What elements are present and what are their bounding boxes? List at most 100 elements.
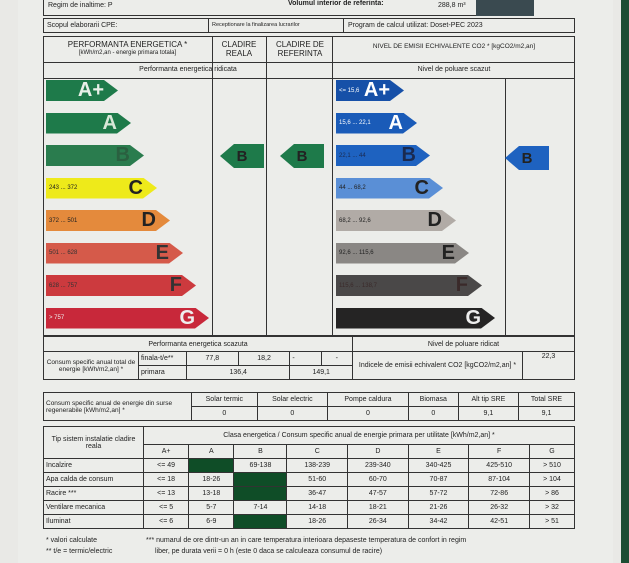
sre-header: Total SRE [517, 392, 576, 407]
emisii-label: Indicele de emisii echivalent CO2 [kgCO2… [352, 351, 523, 380]
class-cell: 26-32 [468, 500, 530, 515]
system-name: Ventilare mecanica [43, 500, 144, 515]
class-cell: <= 13 [142, 486, 190, 501]
scale-section [43, 36, 575, 336]
sre-header: Biomasa [407, 392, 459, 407]
perf-header: PERFORMANTA ENERGETICA * [67, 40, 188, 49]
program-text: Program de calcul utilizat: Doset-PEC 20… [348, 22, 483, 29]
class-cell: 13-18 [188, 486, 235, 501]
divider [505, 78, 506, 336]
system-name: Racire *** [43, 486, 144, 501]
scale-range: 372 ... 501 [49, 217, 78, 224]
building-photo [476, 0, 534, 16]
scale-letter: A+ [77, 79, 104, 101]
class-cell: 6-9 [188, 514, 235, 529]
scale-letter: D [141, 209, 156, 231]
footnote-1: * valori calculate [46, 537, 97, 544]
class-header: A+ [142, 444, 190, 459]
scale-arrow-g: > 757 G [46, 308, 209, 329]
class-header: C [286, 444, 349, 459]
scope-label: Scopul elaborarii CPE: [47, 22, 118, 29]
reala-header: CLADIRE REALA [221, 40, 257, 58]
class-cell: 42-51 [468, 514, 530, 529]
perf-high-label: Performanta energetica ridicata [139, 66, 237, 73]
primara-label: primara [138, 365, 187, 380]
footnote-4: liber, pe durata verii = 0 h (este 0 dac… [155, 548, 383, 555]
perf-low-label: Performanta energetica scazuta [43, 336, 353, 352]
class-cell: 5-7 [188, 500, 235, 515]
scale-range: 68,2 ... 92,6 [339, 217, 371, 224]
highlighted-class-cell [233, 472, 288, 487]
class-cell: 21-26 [407, 500, 470, 515]
scale-range: 22,1 ... 44 [339, 152, 366, 159]
sre-table: Consum specific anual de energie din sur… [43, 392, 576, 421]
certificate-page: Regim de inaltime: P Volumul interior de… [18, 0, 613, 563]
volum-value: 288,8 m³ [438, 2, 466, 9]
class-cell: 47-57 [347, 486, 409, 501]
sre-header: Alt tip SRE [457, 392, 519, 407]
divider [43, 78, 575, 79]
systems-label: Tip sistem instalatie cladire reala [43, 426, 144, 459]
scale-letter: A [102, 111, 117, 134]
class-cell: > 510 [528, 458, 576, 473]
class-cell: 18-26 [188, 472, 235, 487]
footnote-2: ** t/e = termic/electric [46, 548, 113, 555]
scale-arrow-e: 501 ... 628 E [46, 243, 183, 264]
scale-range: 44 ... 68,2 [339, 185, 366, 191]
perf-unit: [kWh/m2,an - energie primara totala] [78, 50, 177, 56]
scale-arrow-b: 22,1 ... 44 B [336, 145, 430, 166]
sre-header: Pompe caldura [327, 392, 409, 407]
class-cell: 87-104 [468, 472, 530, 487]
scale-letter: F [169, 274, 182, 296]
class-cell: 425-510 [468, 458, 530, 473]
ref-header: CLADIRE DE REFERINTA [275, 40, 324, 58]
class-cell: 18-26 [286, 514, 349, 529]
class-cell: 57-72 [407, 486, 470, 501]
scale-letter: A+ [363, 79, 390, 101]
poll-low-label: Nivel de poluare scazut [417, 66, 491, 73]
consum-table: Performanta energetica scazuta Nivel de p… [43, 336, 575, 380]
class-cell: 60-70 [347, 472, 409, 487]
sre-header: Solar electric [256, 392, 329, 407]
class-header: B [233, 444, 288, 459]
sre-header: Solar termic [191, 392, 258, 407]
scale-range: 501 ... 628 [49, 250, 78, 256]
scale-range: 628 ... 757 [49, 282, 78, 289]
class-cell: 70-87 [407, 472, 470, 487]
scope-value: Receptionare la finalizarea lucrarilor [212, 22, 300, 28]
scale-arrow-aplus: A+ [46, 80, 118, 101]
class-cell: 14-18 [286, 500, 349, 515]
scale-arrow-c: 243 ... 372 C [46, 178, 157, 199]
emisii-value: 22,3 [522, 351, 575, 380]
class-cell: <= 5 [142, 500, 190, 515]
highlighted-class-cell [233, 486, 288, 501]
class-header: D [347, 444, 409, 459]
system-row: Incalzire <= 49 69-138 138-239 239-340 340-42… [43, 458, 576, 473]
scale-arrow-d: 68,2 ... 92,6 D [336, 210, 456, 231]
class-cell: 340-425 [407, 458, 470, 473]
sre-value: 0 [407, 406, 459, 421]
scale-range: 92,6 ... 115,6 [339, 250, 374, 256]
class-cell: 26-34 [347, 514, 409, 529]
sre-value: 0 [327, 406, 409, 421]
scale-letter: A [388, 111, 403, 134]
scale-letter: C [128, 176, 143, 199]
scale-arrow-a: A [46, 113, 131, 134]
class-header: E [407, 444, 470, 459]
co2-header: NIVEL DE EMISII ECHIVALENTE CO2 * [kgCO2… [372, 43, 536, 50]
reala-termic: 77,8 [186, 351, 239, 366]
scale-letter: C [414, 176, 429, 199]
scale-range: 115,6 ... 138,7 [339, 282, 377, 289]
scale-arrow-e: 92,6 ... 115,6 E [336, 243, 469, 264]
scale-letter: G [179, 306, 195, 329]
scale-letter: B [115, 144, 130, 166]
reala-primara: 136,4 [185, 365, 291, 380]
scope-divider [208, 18, 344, 33]
class-cell: <= 18 [142, 472, 190, 487]
scale-letter: D [427, 209, 442, 231]
divider [212, 36, 213, 336]
sre-value: 0 [191, 406, 258, 421]
scale-arrow-b: B [46, 145, 144, 166]
scale-arrow-f: 628 ... 757 F [46, 275, 196, 296]
consum-label: Consum specific anual total de energie [… [43, 351, 139, 380]
